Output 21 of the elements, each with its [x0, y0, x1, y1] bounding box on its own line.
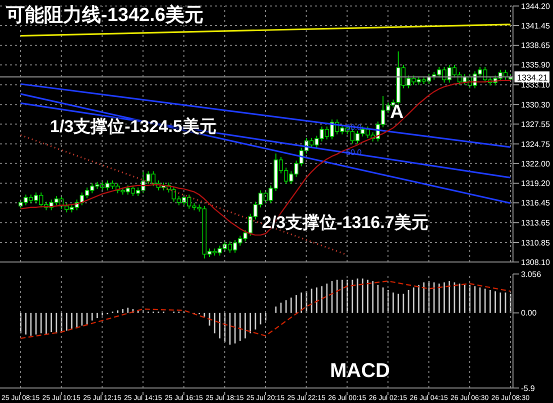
y-tick-label: 1310.85: [521, 238, 550, 248]
ref-line-label: 1334.21: [517, 72, 548, 82]
y-tick-label: 1324.75: [521, 140, 550, 149]
y-tick-label: 1333.10: [521, 80, 550, 90]
y-tick-label: 1335.90: [521, 60, 550, 70]
y-tick-label: 1338.65: [521, 41, 550, 50]
y-tick-label: 1344.20: [521, 2, 550, 11]
y-tick-label: 1316.45: [521, 198, 550, 208]
y-tick-label: 0.00: [521, 308, 538, 318]
y-tick-label: -5.9: [521, 384, 536, 393]
y-tick-label: 1319.20: [521, 179, 550, 188]
y-tick-label: 1327.55: [521, 120, 550, 129]
annotation: 可能阻力线-1342.6美元: [6, 5, 204, 26]
y-tick-label: 1330.30: [521, 100, 550, 110]
text: MACD: [330, 360, 390, 382]
y-tick-label: 1341.45: [521, 21, 550, 30]
y-tick-label: 1313.65: [521, 218, 550, 228]
y-tick-label: 1308.10: [521, 258, 550, 267]
y-tick-label: 1322.00: [521, 159, 550, 168]
y-tick-label: 3.056: [521, 270, 542, 279]
annotation: A: [390, 102, 404, 123]
